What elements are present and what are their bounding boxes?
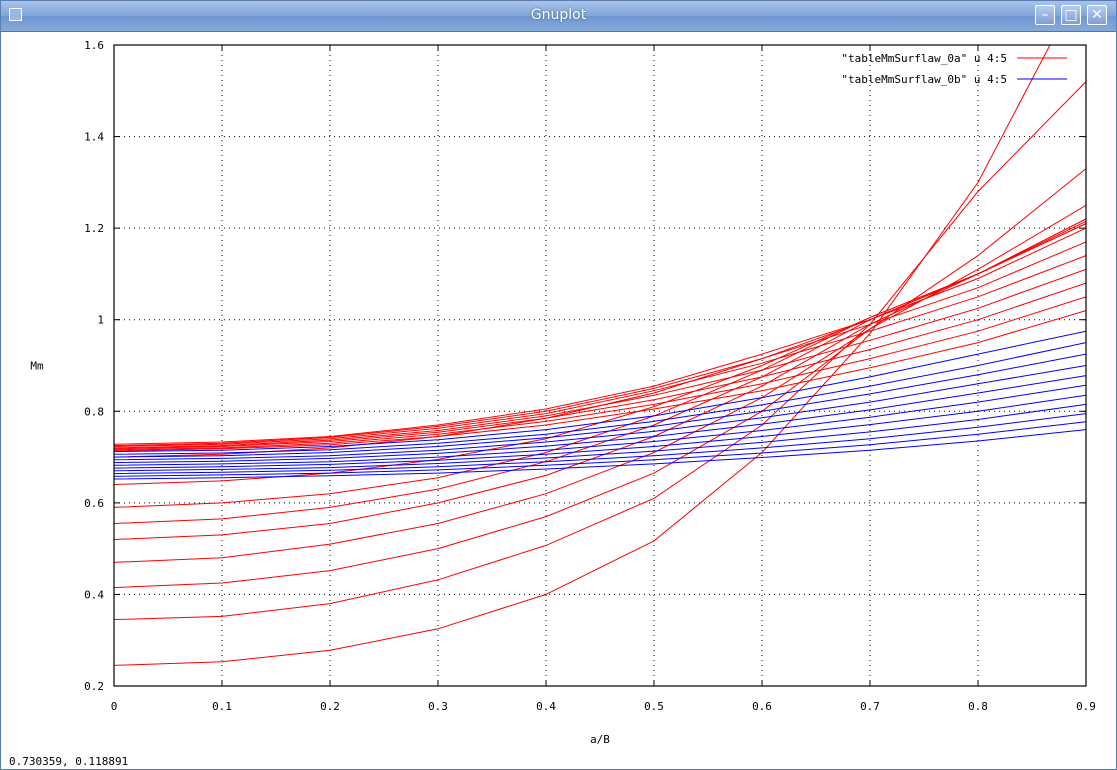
series-1-curve bbox=[114, 429, 1086, 480]
close-button[interactable]: ✕ bbox=[1087, 5, 1107, 25]
plot-border bbox=[113, 44, 1087, 687]
y-tick-label: 0.8 bbox=[84, 405, 104, 418]
series-0-curve bbox=[114, 310, 1086, 452]
maximize-button[interactable]: □ bbox=[1061, 5, 1081, 25]
y-tick-label: 0.6 bbox=[84, 497, 104, 510]
series-0-curve bbox=[114, 227, 1086, 445]
y-tick-label: 1.6 bbox=[84, 39, 104, 52]
series-1-curve bbox=[114, 403, 1086, 472]
y-tick-label: 1.4 bbox=[84, 131, 104, 144]
series-0-curve bbox=[114, 241, 1086, 447]
series-group bbox=[114, 45, 1086, 666]
y-axis-label: Mm bbox=[30, 360, 44, 373]
series-0-curve bbox=[114, 220, 1086, 508]
x-tick-label: 0.4 bbox=[536, 700, 556, 713]
series-0-curve bbox=[114, 255, 1086, 447]
y-tick-label: 1 bbox=[97, 314, 104, 327]
series-0-curve bbox=[114, 45, 1051, 666]
x-tick-label: 0 bbox=[111, 700, 118, 713]
cursor-coordinates: 0.730359, 0.118891 bbox=[9, 755, 129, 768]
legend-label: "tableMmSurflaw_0a" u 4:5 bbox=[841, 52, 1007, 65]
series-1-curve bbox=[114, 330, 1086, 453]
x-tick-label: 0.1 bbox=[212, 700, 232, 713]
series-0-curve bbox=[114, 282, 1086, 450]
y-tick-label: 0.4 bbox=[84, 588, 104, 601]
title-bar[interactable]: Gnuplot – □ ✕ bbox=[1, 1, 1116, 32]
minimize-button[interactable]: – bbox=[1035, 5, 1055, 25]
x-tick-label: 0.7 bbox=[860, 700, 880, 713]
x-tick-label: 0.8 bbox=[968, 700, 988, 713]
line-chart[interactable]: 0 0.1 0.2 0.3 0.4 0.5 0.6 0.7 0.8 0.9 0.2 0.4 0.6 0.8… bbox=[1, 32, 1116, 754]
y-tick-label: 1.2 bbox=[84, 222, 104, 235]
x-axis-label: a/B bbox=[590, 733, 610, 746]
series-1-curve bbox=[114, 365, 1086, 461]
series-1-curve bbox=[114, 375, 1086, 464]
series-0-curve bbox=[114, 268, 1086, 449]
x-tick-label: 0.6 bbox=[752, 700, 772, 713]
x-tick-label: 0.9 bbox=[1076, 700, 1096, 713]
series-0-curve bbox=[114, 218, 1086, 540]
x-tick-label: 0.2 bbox=[320, 700, 340, 713]
y-tick-label: 0.2 bbox=[84, 680, 104, 693]
series-0-curve bbox=[114, 168, 1086, 589]
x-tick-label: 0.3 bbox=[428, 700, 448, 713]
series-0-curve bbox=[114, 204, 1086, 563]
series-1-curve bbox=[114, 384, 1086, 466]
series-0-curve bbox=[114, 81, 1086, 621]
window-title: Gnuplot bbox=[530, 7, 587, 23]
series-1-curve bbox=[114, 353, 1086, 458]
series-1-curve bbox=[114, 413, 1086, 475]
window-menu-icon[interactable] bbox=[9, 8, 22, 21]
x-tick-label: 0.5 bbox=[644, 700, 664, 713]
series-1-curve bbox=[114, 394, 1086, 469]
series-0-curve bbox=[114, 296, 1086, 451]
plot-area[interactable]: 0 0.1 0.2 0.3 0.4 0.5 0.6 0.7 0.8 0.9 0.2 0.4 0.6 0.8… bbox=[1, 32, 1116, 754]
series-1-curve bbox=[114, 342, 1086, 455]
series-1-curve bbox=[114, 421, 1086, 477]
legend-label: "tableMmSurflaw_0b" u 4:5 bbox=[841, 73, 1007, 86]
